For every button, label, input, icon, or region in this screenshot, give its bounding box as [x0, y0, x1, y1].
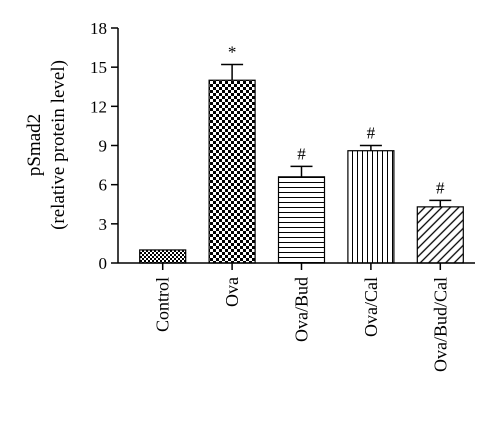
- x-tick-label: Ova/Bud: [292, 277, 312, 342]
- x-tick-label: Control: [153, 277, 173, 332]
- bar-control: [139, 249, 187, 264]
- bars: [139, 79, 464, 264]
- bar-ova: [208, 79, 256, 264]
- y-tick-label: 18: [90, 19, 107, 38]
- significance-mark: #: [297, 144, 306, 163]
- y-axis: 0 3 6 9 12 15 18: [90, 19, 119, 273]
- significance-mark: #: [436, 178, 445, 197]
- significance-annotations: * # # #: [228, 43, 445, 198]
- bar-ova-bud-cal: [416, 206, 464, 264]
- y-tick-label: 3: [99, 215, 108, 234]
- bar-ova-cal: [347, 150, 395, 264]
- y-axis-subtitle: (relative protein level): [48, 60, 69, 230]
- y-axis-label: pSmad2 (relative protein level): [24, 60, 69, 230]
- significance-mark: #: [367, 124, 376, 143]
- x-axis: Control Ova Ova/Bud Ova/Cal Ova/Bud/Cal: [118, 262, 475, 372]
- y-tick-label: 15: [90, 58, 107, 77]
- significance-mark: *: [228, 43, 237, 62]
- x-tick-label: Ova: [222, 277, 242, 307]
- y-tick-label: 9: [99, 137, 108, 156]
- x-tick-label: Ova/Cal: [361, 277, 381, 337]
- y-tick-label: 0: [99, 254, 108, 273]
- y-tick-label: 6: [99, 176, 108, 195]
- x-tick-label: Ova/Bud/Cal: [430, 277, 450, 372]
- y-axis-title: pSmad2: [24, 114, 45, 176]
- bar-ova-bud: [277, 176, 326, 264]
- y-tick-label: 12: [90, 97, 107, 116]
- error-bars: [221, 63, 452, 207]
